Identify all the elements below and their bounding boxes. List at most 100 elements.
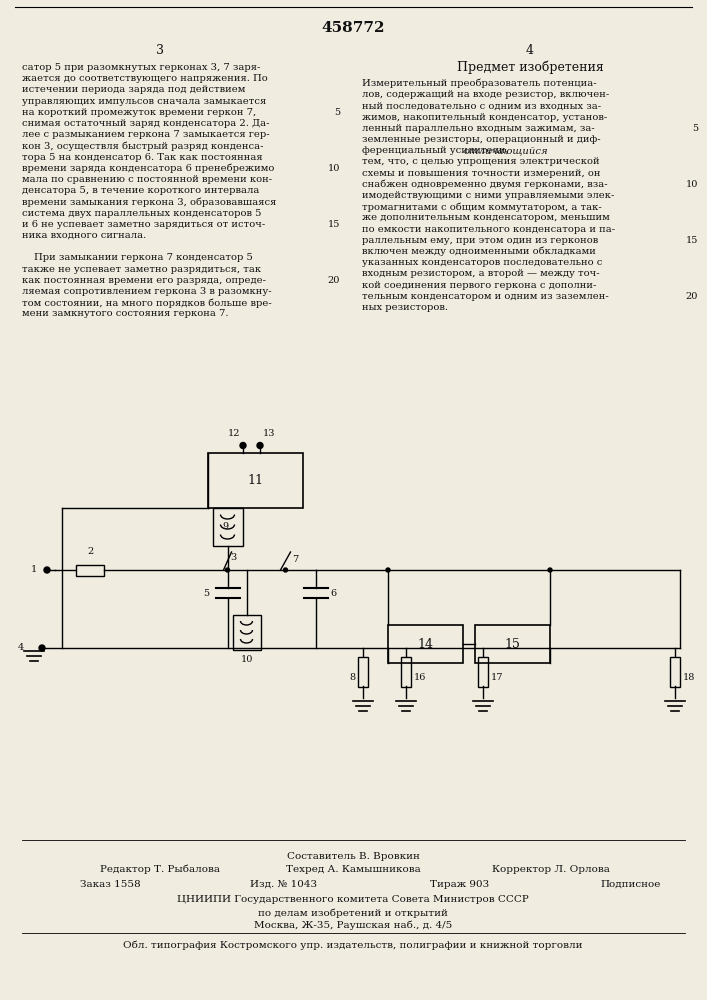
Circle shape (548, 568, 552, 572)
Text: 14: 14 (418, 638, 433, 650)
Text: 12: 12 (228, 428, 240, 438)
Bar (670, 657, 680, 687)
Text: кой соединения первого геркона с дополни-: кой соединения первого геркона с дополни… (362, 281, 597, 290)
Circle shape (284, 568, 288, 572)
Text: ЦНИИПИ Государственного комитета Совета Министров СССР: ЦНИИПИ Государственного комитета Совета … (177, 895, 529, 904)
Text: Измерительный преобразователь потенциа-: Измерительный преобразователь потенциа- (362, 79, 597, 89)
Text: тромагнитами с общим коммутатором, а так-: тромагнитами с общим коммутатором, а так… (362, 202, 602, 212)
Text: лее с размыканием геркона 7 замыкается гер-: лее с размыканием геркона 7 замыкается г… (22, 130, 269, 139)
Text: 17: 17 (491, 674, 503, 682)
Text: Составитель В. Вровкин: Составитель В. Вровкин (286, 852, 419, 861)
Text: Подписное: Подписное (600, 880, 660, 889)
Text: снимая остаточный заряд конденсатора 2. Да-: снимая остаточный заряд конденсатора 2. … (22, 119, 269, 128)
Text: кон 3, осуществля быстрый разряд конденса-: кон 3, осуществля быстрый разряд конденс… (22, 141, 264, 151)
Circle shape (240, 442, 246, 448)
Text: по емкости накопительного конденсатора и па-: по емкости накопительного конденсатора и… (362, 225, 615, 234)
Text: Обл. типография Костромского упр. издательств, полиграфии и книжной торговли: Обл. типография Костромского упр. издате… (123, 940, 583, 950)
Text: мени замкнутого состояния геркона 7.: мени замкнутого состояния геркона 7. (22, 309, 228, 318)
Text: времени заряда конденсатора 6 пренебрежимо: времени заряда конденсатора 6 пренебрежи… (22, 164, 274, 173)
Text: 5: 5 (334, 108, 340, 117)
Text: 7: 7 (293, 556, 299, 564)
Text: Корректор Л. Орлова: Корректор Л. Орлова (492, 865, 610, 874)
Text: Москва, Ж-35, Раушская наб., д. 4/5: Москва, Ж-35, Раушская наб., д. 4/5 (254, 921, 452, 930)
Bar (233, 615, 260, 650)
Circle shape (39, 645, 45, 651)
Text: ника входного сигнала.: ника входного сигнала. (22, 231, 146, 240)
Text: 4: 4 (526, 43, 534, 56)
Text: 10: 10 (327, 164, 340, 173)
Text: 16: 16 (414, 674, 426, 682)
Bar (213, 508, 243, 546)
Text: управляющих импульсов сначала замыкается: управляющих импульсов сначала замыкается (22, 97, 267, 106)
Text: схемы и повышения точности измерений, он: схемы и повышения точности измерений, он (362, 169, 600, 178)
Text: система двух параллельных конденсаторов 5: система двух параллельных конденсаторов … (22, 209, 262, 218)
Bar (388, 625, 463, 663)
Text: 4: 4 (18, 644, 24, 652)
Text: ленный параллельно входным зажимам, за-: ленный параллельно входным зажимам, за- (362, 124, 595, 133)
Text: ляемая сопротивлением геркона 3 в разомкну-: ляемая сопротивлением геркона 3 в разомк… (22, 287, 271, 296)
Bar (358, 657, 368, 687)
Text: же дополнительным конденсатором, меньшим: же дополнительным конденсатором, меньшим (362, 213, 609, 222)
Text: времени замыкания геркона 3, образовавшаяся: времени замыкания геркона 3, образовавша… (22, 197, 276, 207)
Text: 10: 10 (240, 655, 252, 664)
Text: 15: 15 (505, 638, 520, 650)
Text: Заказ 1558: Заказ 1558 (80, 880, 141, 889)
Bar (401, 657, 411, 687)
Text: 18: 18 (683, 674, 696, 682)
Text: 15: 15 (327, 220, 340, 229)
Bar (76, 564, 104, 576)
Circle shape (44, 567, 50, 573)
Text: При замыкании геркона 7 конденсатор 5: При замыкании геркона 7 конденсатор 5 (34, 253, 253, 262)
Text: том состоянии, на много порядков больше вре-: том состоянии, на много порядков больше … (22, 298, 271, 308)
Text: 20: 20 (327, 276, 340, 285)
Bar (478, 657, 488, 687)
Text: 8: 8 (349, 674, 355, 682)
Circle shape (226, 568, 230, 572)
Text: истечении периода заряда под действием: истечении периода заряда под действием (22, 85, 245, 94)
Text: жимов, накопительный конденсатор, установ-: жимов, накопительный конденсатор, устано… (362, 113, 607, 122)
Text: мала по сравнению с постоянной времени кон-: мала по сравнению с постоянной времени к… (22, 175, 272, 184)
Text: 9: 9 (223, 522, 228, 531)
Text: по делам изобретений и открытий: по делам изобретений и открытий (258, 908, 448, 918)
Text: жается до соответствующего напряжения. По: жается до соответствующего напряжения. П… (22, 74, 268, 83)
Circle shape (386, 568, 390, 572)
Text: земленные резисторы, операционный и диф-: земленные резисторы, операционный и диф- (362, 135, 601, 144)
Text: отличающийся: отличающийся (463, 146, 548, 155)
Text: Техред А. Камышникова: Техред А. Камышникова (286, 865, 421, 874)
Text: 3: 3 (230, 553, 237, 562)
Text: 15: 15 (686, 236, 698, 245)
Bar (475, 625, 550, 663)
Text: тора 5 на конденсатор 6. Так как постоянная: тора 5 на конденсатор 6. Так как постоян… (22, 153, 262, 162)
Text: 5: 5 (692, 124, 698, 133)
Text: Изд. № 1043: Изд. № 1043 (250, 880, 317, 889)
Text: ный последовательно с одним из входных за-: ный последовательно с одним из входных з… (362, 101, 601, 110)
Text: тельным конденсатором и одним из заземлен-: тельным конденсатором и одним из заземле… (362, 292, 609, 301)
Text: Тираж 903: Тираж 903 (430, 880, 489, 889)
Text: тем, что, с целью упрощения электрической: тем, что, с целью упрощения электрическо… (362, 157, 600, 166)
Text: Редактор Т. Рыбалова: Редактор Т. Рыбалова (100, 865, 220, 874)
Text: на короткий промежуток времени геркон 7,: на короткий промежуток времени геркон 7, (22, 108, 256, 117)
Text: 6: 6 (330, 588, 337, 597)
Text: как постоянная времени его разряда, опреде-: как постоянная времени его разряда, опре… (22, 276, 266, 285)
Bar (207, 452, 303, 508)
Text: 3: 3 (156, 43, 164, 56)
Text: 13: 13 (263, 428, 276, 438)
Text: ференциальный усилители,: ференциальный усилители, (362, 146, 512, 155)
Text: имодействующими с ними управляемыми элек-: имодействующими с ними управляемыми элек… (362, 191, 614, 200)
Text: входным резистором, а второй — между точ-: входным резистором, а второй — между точ… (362, 269, 600, 278)
Text: лов, содержащий на входе резистор, включен-: лов, содержащий на входе резистор, включ… (362, 90, 609, 99)
Text: также не успевает заметно разрядиться, так: также не успевает заметно разрядиться, т… (22, 265, 261, 274)
Text: 458772: 458772 (321, 21, 385, 35)
Text: Предмет изобретения: Предмет изобретения (457, 60, 603, 74)
Text: 2: 2 (87, 547, 93, 556)
Text: 1: 1 (30, 566, 37, 574)
Text: раллельным ему, при этом один из герконов: раллельным ему, при этом один из герконо… (362, 236, 598, 245)
Circle shape (257, 442, 263, 448)
Text: 5: 5 (204, 588, 209, 597)
Text: 11: 11 (247, 474, 263, 487)
Text: снабжен одновременно двумя герконами, вза-: снабжен одновременно двумя герконами, вз… (362, 180, 607, 189)
Text: денсатора 5, в течение короткого интервала: денсатора 5, в течение короткого интерва… (22, 186, 259, 195)
Text: включен между одноименными обкладками: включен между одноименными обкладками (362, 247, 596, 256)
Text: указанных конденсаторов последовательно с: указанных конденсаторов последовательно … (362, 258, 602, 267)
Text: 20: 20 (686, 292, 698, 301)
